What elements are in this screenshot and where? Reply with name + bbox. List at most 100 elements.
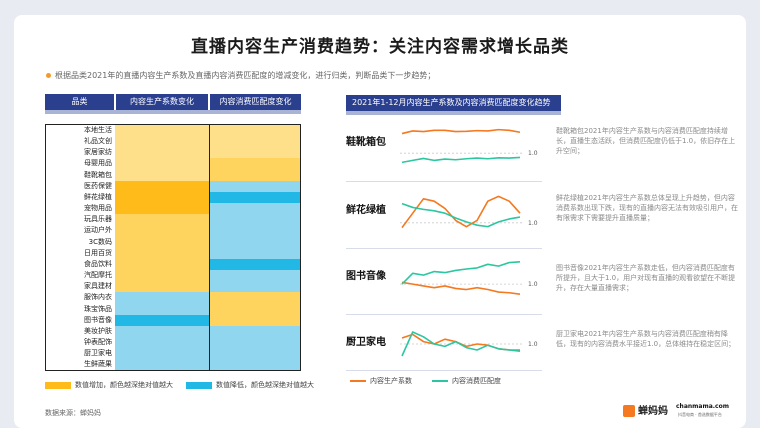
category-label: 玩具乐器 — [84, 215, 112, 224]
category-label: 母婴用品 — [84, 159, 112, 168]
consumption-change-cell — [210, 292, 300, 304]
production-change-cell — [115, 325, 209, 337]
consumption-change-cell — [210, 325, 300, 337]
production-series-line — [401, 195, 521, 229]
category-label: 汽配摩托 — [84, 271, 112, 280]
consumption-series-line — [401, 202, 521, 228]
production-change-cell — [115, 359, 209, 371]
production-change-cell — [115, 169, 209, 181]
line-legend-consumption-label: 内容消费匹配度 — [452, 377, 501, 385]
production-series-line — [401, 128, 521, 135]
chart-desc-shoes: 鞋靴箱包2021年内容生产系数与内容消费匹配度持续增长，直播生态活跃，但消费匹配… — [556, 127, 736, 155]
consumption-change-cell — [210, 191, 300, 204]
reference-label: 1.0 — [528, 341, 538, 348]
category-label: 3C数码 — [88, 237, 112, 246]
chart-title-books: 图书音像 — [346, 271, 386, 282]
production-change-cell — [115, 125, 209, 137]
production-change-cell — [115, 180, 209, 192]
line-legend-production: 内容生产系数 — [350, 376, 412, 386]
production-change-cell — [115, 158, 209, 170]
line-legend-production-label: 内容生产系数 — [370, 377, 412, 385]
chart-divider — [346, 248, 542, 249]
chart-desc-appliances: 厨卫家电2021年内容生产系数与内容消费匹配度稍有降低，现有的内容消费水平接近1… — [556, 330, 736, 348]
chart-divider — [346, 181, 542, 182]
category-label: 珠宝饰品 — [84, 304, 112, 313]
consumption-change-column — [209, 125, 300, 371]
consumption-change-cell — [210, 180, 300, 192]
legend-decrease: 数值降低，颜色越深绝对值越大 — [186, 380, 314, 390]
trend-chart-shoes: 1.0 — [400, 128, 538, 164]
production-change-cell — [115, 314, 209, 326]
consumption-series-line — [401, 331, 521, 357]
category-label: 厨卫家电 — [84, 349, 112, 358]
consumption-change-cell — [210, 336, 300, 349]
consumption-series-line — [401, 156, 521, 164]
increase-swatch — [45, 381, 71, 389]
logo: 蝉妈妈 — [623, 402, 668, 417]
logo-mark-icon — [623, 405, 635, 417]
line-legend-consumption: 内容消费匹配度 — [432, 376, 501, 386]
production-change-cell — [115, 225, 209, 237]
trend-chart-books: 1.0 — [400, 261, 538, 295]
page-title: 直播内容生产消费趋势：关注内容需求增长品类 — [191, 37, 569, 57]
category-label: 家具建材 — [84, 282, 112, 291]
consumption-change-cell — [210, 303, 300, 315]
legend-decrease-label: 数值降低，颜色越深绝对值越大 — [216, 381, 314, 389]
reference-label: 1.0 — [528, 220, 538, 227]
trend-chart-appliances: 1.0 — [400, 331, 538, 357]
consumption-change-cell — [210, 147, 300, 159]
production-line-swatch — [350, 380, 366, 382]
consumption-change-cell — [210, 348, 300, 360]
data-source: 数据来源：蝉妈妈 — [45, 409, 101, 417]
consumption-change-cell — [210, 225, 300, 237]
category-label: 礼品文创 — [84, 137, 112, 146]
chart-desc-flowers: 鲜花绿植2021年内容生产系数总体呈现上升趋势，但内容消费系数出现下跌，现有的直… — [556, 194, 738, 222]
consumption-change-cell — [210, 158, 300, 170]
consumption-series-line — [401, 261, 521, 285]
production-change-cell — [115, 258, 209, 271]
chart-title-appliances: 厨卫家电 — [346, 337, 386, 348]
trend-header: 2021年1-12月内容生产系数及内容消费匹配度变化趋势 — [346, 95, 561, 111]
production-change-cell — [115, 214, 209, 226]
production-series-line — [401, 333, 520, 351]
category-heatmap-table: 本地生活 礼品文创 家居家纺 母婴用品 鞋靴箱包 医药保健 鲜花绿植 宠物用品 玩具乐器 运动户外… — [45, 124, 301, 371]
subtitle-text: 根据品类2021年的直播内容生产系数及直播内容消费匹配度的增减变化，进行归类，判… — [55, 71, 436, 80]
legend-increase: 数值增加，颜色越深绝对值越大 — [45, 380, 173, 390]
consumption-change-cell — [210, 136, 300, 148]
reference-label: 1.0 — [528, 150, 538, 157]
consumption-change-cell — [210, 125, 300, 137]
category-label: 生鲜蔬果 — [84, 360, 112, 369]
consumption-change-cell — [210, 214, 300, 226]
category-label: 本地生活 — [84, 126, 112, 134]
category-label: 服饰内衣 — [84, 293, 112, 302]
chart-divider — [346, 370, 542, 371]
production-change-cell — [115, 270, 209, 282]
category-label: 美妆护肤 — [84, 326, 112, 335]
chart-title-shoes: 鞋靴箱包 — [346, 137, 386, 148]
category-label: 鲜花绿植 — [84, 192, 112, 201]
table-header-category: 品类 — [45, 94, 114, 110]
category-list: 本地生活 礼品文创 家居家纺 母婴用品 鞋靴箱包 医药保健 鲜花绿植 宠物用品 玩具乐器 运动户外… — [46, 125, 115, 370]
category-label: 运动户外 — [84, 226, 112, 235]
category-label: 医药保健 — [84, 181, 112, 190]
consumption-change-cell — [210, 203, 300, 215]
consumption-change-cell — [210, 270, 300, 282]
consumption-change-cell — [210, 281, 300, 293]
production-change-cell — [115, 292, 209, 304]
consumption-change-cell — [210, 247, 300, 259]
consumption-change-cell — [210, 169, 300, 181]
category-label: 宠物用品 — [84, 204, 112, 213]
category-label: 鞋靴箱包 — [84, 170, 112, 179]
production-change-cell — [115, 247, 209, 259]
category-label: 日用百货 — [84, 248, 112, 257]
decrease-swatch — [186, 381, 212, 389]
consumption-change-cell — [210, 314, 300, 326]
consumption-line-swatch — [432, 380, 448, 382]
bullet-dot-icon — [46, 73, 51, 78]
reference-label: 1.0 — [528, 281, 538, 288]
consumption-change-cell — [210, 236, 300, 248]
production-change-cell — [115, 348, 209, 360]
consumption-change-cell — [210, 258, 300, 271]
brand-tagline: 抖音电商 · 首选数据平台 — [678, 412, 722, 417]
production-change-cell — [115, 281, 209, 293]
